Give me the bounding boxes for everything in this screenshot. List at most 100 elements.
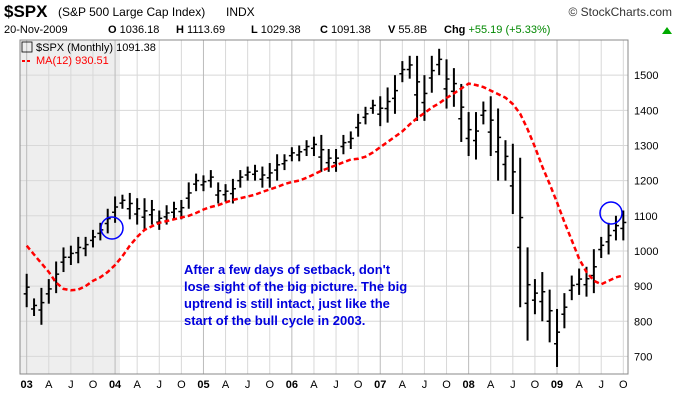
ohlc-bar	[406, 55, 413, 79]
ohlc-bar	[112, 196, 119, 223]
ohlc-bar	[23, 273, 30, 308]
ticker-symbol: $SPX	[4, 2, 48, 21]
ohlc-bar	[384, 87, 391, 123]
ohlc-bar	[443, 59, 450, 109]
ohlc-bar	[244, 166, 251, 181]
ohlc-bar	[590, 249, 597, 294]
index-name: (S&P 500 Large Cap Index)	[58, 5, 206, 19]
ohlc-bar	[318, 134, 325, 172]
x-tick-label: A	[310, 379, 318, 391]
ohlc-bar	[399, 61, 406, 83]
ohlc-bar	[465, 112, 472, 157]
ohlc-bar	[215, 182, 222, 204]
ohlc-bar	[288, 147, 295, 162]
ohlc-bar	[126, 192, 133, 220]
ohlc-bar	[104, 208, 111, 234]
x-tick-label: 05	[197, 379, 209, 391]
y-tick-label: 1300	[634, 140, 658, 152]
highlight-circle-2003	[100, 216, 124, 240]
x-tick-label: O	[442, 379, 451, 391]
y-tick-label: 900	[634, 281, 652, 293]
ohlc-bar	[274, 154, 281, 181]
ohlc-bar	[473, 112, 479, 160]
ohlc-bar	[200, 175, 207, 192]
quote-close: C 1091.38	[320, 24, 371, 36]
ohlc-bar	[38, 287, 45, 325]
x-tick-label: J	[333, 379, 339, 391]
quote-low: L 1029.38	[251, 24, 301, 36]
ohlc-bar	[517, 157, 524, 308]
x-tick-label: O	[619, 379, 628, 391]
ohlc-bar	[458, 83, 465, 142]
x-tick-label: A	[133, 379, 141, 391]
x-tick-label: O	[531, 379, 540, 391]
x-tick-label: 04	[109, 379, 122, 391]
ohlc-bar	[141, 198, 148, 230]
x-tick-label: A	[222, 379, 230, 391]
x-tick-label: J	[68, 379, 74, 391]
ohlc-bar	[119, 194, 126, 209]
x-tick-label: A	[399, 379, 407, 391]
x-tick-label: 06	[286, 379, 298, 391]
x-tick-label: 07	[374, 379, 386, 391]
ohlc-bar	[531, 279, 538, 315]
ohlc-bar	[487, 96, 494, 157]
ohlc-bar	[222, 184, 229, 202]
ohlc-bar	[450, 68, 457, 107]
ohlc-bar	[60, 247, 67, 273]
ohlc-bar	[75, 236, 82, 264]
x-tick-label: O	[265, 379, 274, 391]
annotation-line-4: start of the bull cycle in 2003.	[184, 313, 365, 328]
ohlc-bar	[325, 148, 332, 172]
ohlc-bar	[524, 247, 531, 341]
ohlc-bar	[554, 308, 561, 367]
ohlc-bar	[134, 198, 141, 225]
ohlc-bar	[67, 245, 74, 266]
y-tick-label: 1000	[634, 246, 658, 258]
ohlc-bar	[266, 163, 273, 188]
y-tick-label: 1500	[634, 70, 658, 82]
ohlc-bar	[171, 201, 177, 220]
ohlc-bar	[576, 268, 583, 295]
ohlc-bar	[561, 293, 568, 329]
legend-bar-icon	[21, 41, 33, 53]
ohlc-bar	[259, 166, 266, 188]
x-tick-label: O	[177, 379, 186, 391]
up-arrow-icon	[662, 27, 672, 34]
annotation-line-2: lose sight of the big picture. The big	[184, 279, 407, 294]
ohlc-bar	[156, 210, 163, 230]
y-axis-ticks: 700 800 900 1000 1100 1200 1300 1400 1500	[634, 70, 658, 363]
ohlc-bar	[340, 134, 347, 155]
x-tick-label: J	[157, 379, 163, 391]
ohlc-bar	[421, 75, 428, 121]
gridlines	[20, 40, 628, 374]
ohlc-bar	[502, 140, 509, 181]
x-tick-label: J	[422, 379, 428, 391]
ohlc-bar	[546, 289, 553, 343]
exchange-label: INDX	[226, 5, 255, 19]
ohlc-bar	[605, 222, 612, 255]
x-tick-label: A	[487, 379, 495, 391]
y-tick-label: 1100	[634, 211, 658, 223]
ohlc-bar	[45, 279, 52, 304]
y-tick-label: 700	[634, 351, 652, 363]
ohlc-bar	[509, 143, 516, 215]
ohlc-bar	[31, 298, 38, 316]
y-tick-label: 800	[634, 316, 652, 328]
ohlc-bar	[252, 164, 259, 181]
ohlc-bar	[495, 108, 502, 181]
quote-volume: V 55.8B	[388, 24, 428, 36]
ohlc-bar	[377, 96, 384, 127]
x-axis-ticks: 03 A J O 04 A J O 05 A J O 06 A J O 07 A J O 08 A J O 09 A J O	[21, 379, 628, 391]
annotation-line-3: uptrend is still intact, just like the	[184, 296, 390, 311]
brand-label: © StockCharts.com	[568, 5, 672, 19]
ohlc-bar	[391, 75, 398, 114]
ohlc-bar	[148, 199, 155, 225]
ohlc-bar	[414, 55, 421, 121]
x-tick-label: J	[598, 379, 604, 391]
legend: $SPX (Monthly) 1091.38 MA(12) 930.51	[21, 41, 156, 67]
ohlc-bar	[539, 272, 546, 322]
x-tick-label: O	[89, 379, 98, 391]
legend-price: $SPX (Monthly) 1091.38	[36, 42, 156, 54]
quote-change: Chg +55.19 (+5.33%)	[444, 24, 551, 36]
